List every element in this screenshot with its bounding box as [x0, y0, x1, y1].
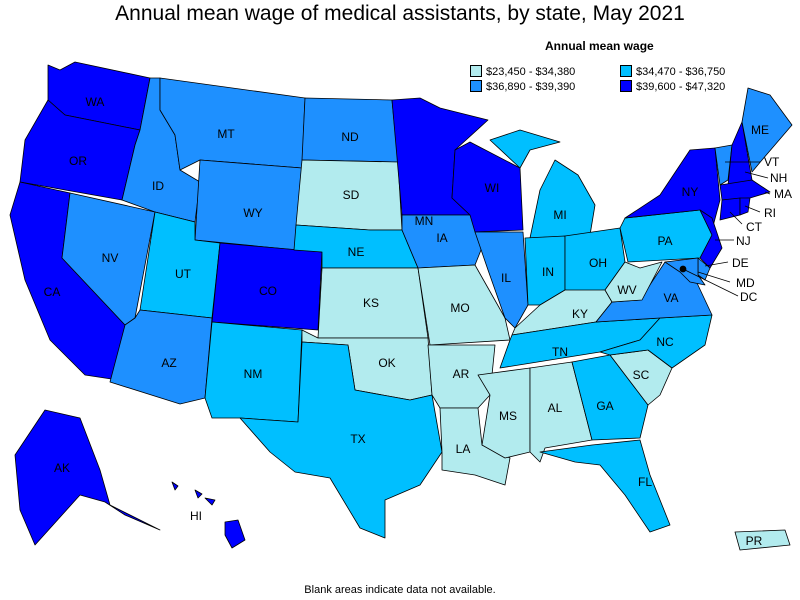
label-me: ME [751, 123, 769, 137]
label-ut: UT [175, 267, 192, 281]
label-mt: MT [217, 127, 235, 141]
label-ks: KS [363, 296, 379, 310]
legend-swatch-bin-3 [470, 80, 482, 92]
state-tx[interactable] [239, 341, 443, 539]
label-il: IL [501, 271, 511, 285]
state-ri[interactable] [739, 197, 751, 216]
label-mi: MI [553, 208, 566, 222]
state-mt[interactable] [159, 77, 306, 171]
label-tn: TN [552, 345, 568, 359]
label-wy: WY [243, 206, 262, 220]
label-az: AZ [161, 356, 176, 370]
label-ca: CA [44, 285, 61, 299]
label-sd: SD [343, 188, 360, 202]
label-wa: WA [86, 95, 105, 109]
label-pa: PA [657, 234, 672, 248]
label-ri: RI [764, 206, 776, 220]
state-ct[interactable] [719, 197, 741, 221]
legend-label-bin-4: $39,600 - $47,320 [636, 81, 726, 93]
label-de: DE [732, 256, 749, 270]
label-ky: KY [572, 307, 588, 321]
label-ga: GA [596, 399, 613, 413]
label-nd: ND [341, 130, 359, 144]
label-ok: OK [378, 356, 395, 370]
legend-swatch-bin-4 [620, 80, 632, 92]
label-ar: AR [453, 367, 470, 381]
legend-label-bin-3: $36,890 - $39,390 [486, 81, 576, 93]
state-ak[interactable] [14, 409, 161, 546]
state-me[interactable] [741, 87, 793, 173]
state-fl[interactable] [539, 439, 671, 533]
legend-item-bin-3: $36,890 - $39,390 [470, 80, 575, 93]
label-nv: NV [102, 251, 119, 265]
legend-item-bin-2: $34,470 - $36,750 [620, 65, 725, 78]
footnote: Blank areas indicate data not available. [304, 584, 496, 596]
label-nj: NJ [736, 234, 751, 248]
label-va: VA [663, 291, 678, 305]
state-ma[interactable] [719, 179, 771, 201]
label-tx: TX [350, 432, 365, 446]
label-mn: MN [415, 214, 434, 228]
label-ne: NE [348, 245, 365, 259]
state-wi[interactable] [451, 141, 524, 233]
label-ny: NY [682, 185, 699, 199]
label-mo: MO [450, 301, 469, 315]
label-ma: MA [774, 187, 792, 201]
legend-swatch-bin-2 [620, 65, 632, 77]
label-la: LA [456, 442, 471, 456]
state-labels: WA OR CA NV ID MT WY UT AZ CO NM ND SD N… [44, 95, 792, 548]
label-oh: OH [589, 256, 607, 270]
label-id: ID [152, 179, 164, 193]
label-nm: NM [244, 367, 263, 381]
label-nh: NH [770, 171, 787, 185]
label-al: AL [548, 401, 563, 415]
state-co[interactable] [211, 242, 323, 331]
label-ct: CT [746, 220, 763, 234]
label-ms: MS [499, 409, 517, 423]
legend-label-bin-2: $34,470 - $36,750 [636, 66, 726, 78]
label-nc: NC [656, 335, 674, 349]
label-wv: WV [617, 283, 636, 297]
state-ga[interactable] [571, 354, 649, 441]
state-id[interactable] [121, 77, 201, 223]
state-hi[interactable] [171, 481, 246, 549]
legend-swatch-bin-1 [470, 65, 482, 77]
state-nc[interactable] [599, 314, 713, 369]
state-pr[interactable] [734, 529, 791, 551]
label-in: IN [542, 265, 554, 279]
label-hi: HI [190, 509, 202, 523]
label-md: MD [736, 276, 755, 290]
label-co: CO [259, 284, 277, 298]
legend-label-bin-1: $23,450 - $34,380 [486, 66, 576, 78]
callout-lines [682, 161, 771, 297]
label-wi: WI [485, 181, 500, 195]
state-mo[interactable] [417, 264, 511, 346]
state-wv[interactable] [604, 261, 663, 303]
label-ak: AK [54, 461, 70, 475]
legend-title: Annual mean wage [545, 39, 654, 53]
legend-item-bin-4: $39,600 - $47,320 [620, 80, 725, 93]
state-la[interactable] [439, 407, 511, 486]
label-dc: DC [740, 290, 758, 304]
legend-item-bin-1: $23,450 - $34,380 [470, 65, 575, 78]
label-sc: SC [633, 368, 650, 382]
label-pr: PR [746, 534, 763, 548]
label-vt: VT [764, 155, 780, 169]
state-wy[interactable] [194, 159, 303, 251]
label-or: OR [69, 154, 87, 168]
label-fl: FL [638, 475, 652, 489]
map-title: Annual mean wage of medical assistants, … [115, 2, 685, 25]
state-vt[interactable] [714, 144, 733, 186]
label-ia: IA [436, 231, 447, 245]
